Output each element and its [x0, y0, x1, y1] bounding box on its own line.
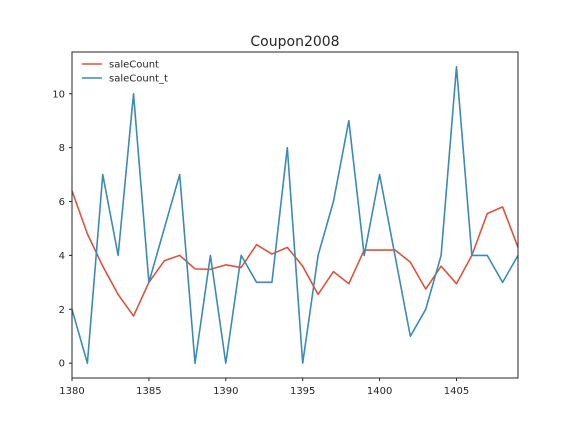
data-point-salecount-t — [225, 362, 227, 364]
data-point-salecount-t — [455, 66, 457, 68]
data-point-salecount — [271, 253, 273, 255]
chart-title: Coupon2008 — [250, 34, 339, 50]
data-point-salecount-t — [301, 362, 303, 364]
y-tick-label: 0 — [59, 359, 65, 370]
data-point-salecount-t — [148, 281, 150, 283]
data-point-salecount — [163, 260, 165, 262]
data-point-salecount-t — [117, 254, 119, 256]
data-point-salecount-t — [486, 254, 488, 256]
data-point-salecount-t — [501, 281, 503, 283]
data-point-salecount — [440, 265, 442, 267]
legend-label-salecount-t: saleCount_t — [109, 74, 168, 85]
data-point-salecount — [225, 264, 227, 266]
data-point-salecount — [409, 261, 411, 263]
x-tick-label: 1390 — [213, 386, 238, 397]
data-point-salecount-t — [378, 173, 380, 175]
data-point-salecount-t — [332, 200, 334, 202]
x-tick-label: 1395 — [290, 386, 315, 397]
x-tick-label: 1405 — [444, 386, 469, 397]
legend-label-salecount: saleCount — [109, 60, 159, 71]
data-point-salecount — [378, 249, 380, 251]
data-point-salecount-t — [409, 335, 411, 337]
data-point-salecount — [255, 243, 257, 245]
data-point-salecount-t — [271, 281, 273, 283]
data-point-salecount-t — [194, 362, 196, 364]
data-point-salecount — [501, 206, 503, 208]
x-tick-label: 1385 — [136, 386, 161, 397]
data-point-salecount — [332, 270, 334, 272]
data-point-salecount — [102, 265, 104, 267]
data-point-salecount-t — [178, 173, 180, 175]
data-point-salecount-t — [440, 254, 442, 256]
y-tick-label: 8 — [59, 143, 65, 154]
data-point-salecount — [455, 283, 457, 285]
data-point-salecount — [86, 233, 88, 235]
y-tick-label: 4 — [59, 251, 65, 262]
data-point-salecount-t — [132, 93, 134, 95]
data-point-salecount — [301, 265, 303, 267]
data-point-salecount — [117, 293, 119, 295]
data-point-salecount-t — [209, 254, 211, 256]
data-point-salecount-t — [240, 254, 242, 256]
data-point-salecount-t — [102, 173, 104, 175]
data-point-salecount — [317, 293, 319, 295]
data-point-salecount-t — [317, 254, 319, 256]
data-point-salecount — [348, 283, 350, 285]
data-point-salecount — [425, 288, 427, 290]
y-tick-label: 2 — [59, 305, 65, 316]
plot-area — [72, 52, 518, 378]
y-tick-label: 6 — [59, 197, 65, 208]
data-point-salecount — [209, 268, 211, 270]
data-point-salecount-t — [363, 254, 365, 256]
x-tick-label: 1380 — [59, 386, 84, 397]
x-tick-label: 1400 — [367, 386, 392, 397]
data-point-salecount — [178, 254, 180, 256]
data-point-salecount — [286, 246, 288, 248]
data-point-salecount-t — [286, 146, 288, 148]
data-point-salecount — [486, 212, 488, 214]
data-point-salecount-t — [471, 254, 473, 256]
data-point-salecount-t — [394, 254, 396, 256]
data-point-salecount-t — [255, 281, 257, 283]
data-point-salecount — [132, 315, 134, 317]
data-point-salecount-t — [348, 120, 350, 122]
data-point-salecount-t — [163, 227, 165, 229]
data-point-salecount-t — [86, 362, 88, 364]
y-tick-label: 10 — [52, 89, 65, 100]
data-point-salecount — [194, 268, 196, 270]
data-point-salecount-t — [425, 308, 427, 310]
